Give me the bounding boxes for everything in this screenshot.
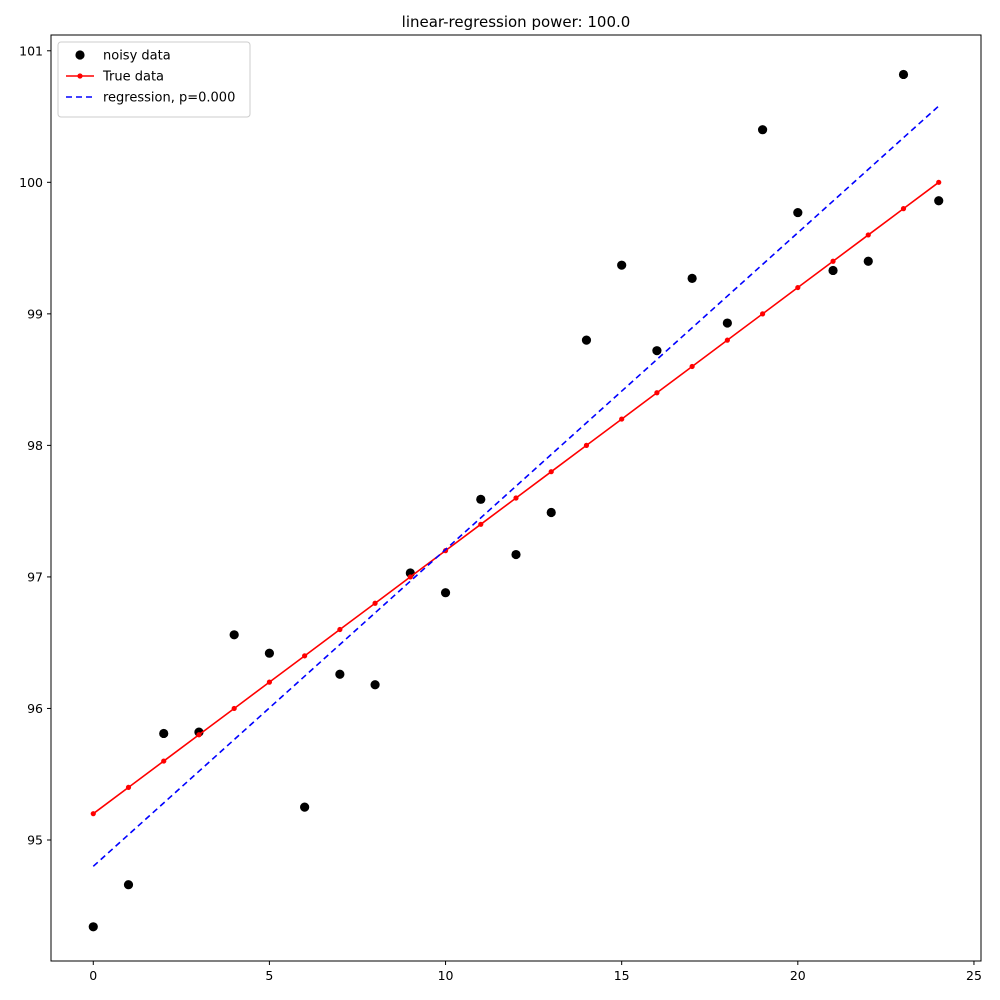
- y-tick-label: 100: [19, 175, 43, 190]
- true-data-point: [337, 626, 343, 633]
- true-data-point: [936, 179, 942, 185]
- noisy-data-point: [370, 680, 380, 690]
- true-data-point: [900, 206, 907, 212]
- noisy-data-point: [722, 318, 732, 328]
- true-data-point: [619, 416, 625, 422]
- plot-content: [88, 69, 944, 932]
- legend-marker-true-data: [77, 73, 83, 79]
- noisy-data-point: [123, 880, 134, 890]
- noisy-data-point: [335, 669, 345, 679]
- legend-label: True data: [102, 70, 164, 85]
- x-tick-label: 25: [966, 968, 982, 983]
- true-data-point: [161, 758, 167, 764]
- y-tick-label: 99: [27, 306, 43, 321]
- noisy-data-point: [687, 273, 697, 283]
- legend-marker-noisy-data: [75, 50, 85, 60]
- plot-area: [88, 69, 944, 932]
- noisy-data-point: [617, 260, 627, 270]
- true-data-point: [583, 442, 590, 448]
- legend-label: noisy data: [103, 49, 171, 64]
- true-data-point: [478, 521, 484, 527]
- y-tick-label: 97: [27, 569, 43, 584]
- true-data-point: [724, 337, 730, 343]
- legend-box: [57, 41, 251, 118]
- true-data-point: [196, 732, 202, 738]
- noisy-data-point: [229, 630, 239, 640]
- true-data-point: [407, 574, 413, 580]
- true-data-point: [795, 284, 801, 291]
- true-data-point: [689, 363, 695, 370]
- y-tick-label: 98: [27, 438, 43, 453]
- noisy-data-point: [300, 802, 310, 812]
- axes: 0 5 10 15 20 25 95 96 97 98 99 100 101: [19, 34, 982, 983]
- x-tick-label: 0: [89, 968, 97, 983]
- y-tick-label: 101: [19, 43, 43, 58]
- noisy-data-point: [546, 507, 556, 518]
- true-data-point: [372, 600, 378, 606]
- true-data-point: [548, 469, 554, 475]
- true-data-point: [231, 705, 237, 712]
- true-data-point: [865, 232, 871, 238]
- chart-title: linear-regression power: 100.0: [402, 13, 631, 31]
- x-tick-label: 15: [614, 968, 630, 983]
- noisy-data-point: [652, 346, 662, 356]
- noisy-data-point: [159, 728, 169, 739]
- true-data-point: [266, 679, 273, 685]
- axes-frame: [50, 34, 982, 962]
- legend-label: regression, p=0.000: [103, 91, 235, 106]
- x-tick-label: 10: [438, 968, 454, 983]
- noisy-data-point: [863, 256, 873, 266]
- x-tick-label: 5: [265, 968, 273, 983]
- true-data-point: [513, 495, 519, 501]
- x-tick-label: 20: [790, 968, 806, 983]
- true-data-point: [302, 653, 308, 659]
- true-data-point: [90, 811, 96, 817]
- y-tick-label: 96: [27, 701, 43, 716]
- noisy-data-point: [511, 549, 521, 560]
- true-data-point: [759, 311, 766, 317]
- noisy-data-point: [264, 648, 275, 658]
- noisy-data-point: [934, 196, 944, 206]
- y-tick-label: 95: [27, 832, 43, 847]
- noisy-data-point: [793, 207, 803, 218]
- true-data-point: [125, 784, 132, 790]
- noisy-data-point: [581, 335, 592, 345]
- true-data-point: [830, 258, 836, 264]
- noisy-data-point: [757, 125, 768, 135]
- true-data-point: [654, 390, 660, 396]
- noisy-data-point: [898, 69, 909, 80]
- legend: noisy data True data regression, p=0.000: [57, 41, 251, 118]
- noisy-data-point: [440, 588, 451, 598]
- noisy-data-point: [476, 494, 486, 504]
- noisy-data-point: [828, 265, 838, 276]
- noisy-data-point: [88, 922, 98, 932]
